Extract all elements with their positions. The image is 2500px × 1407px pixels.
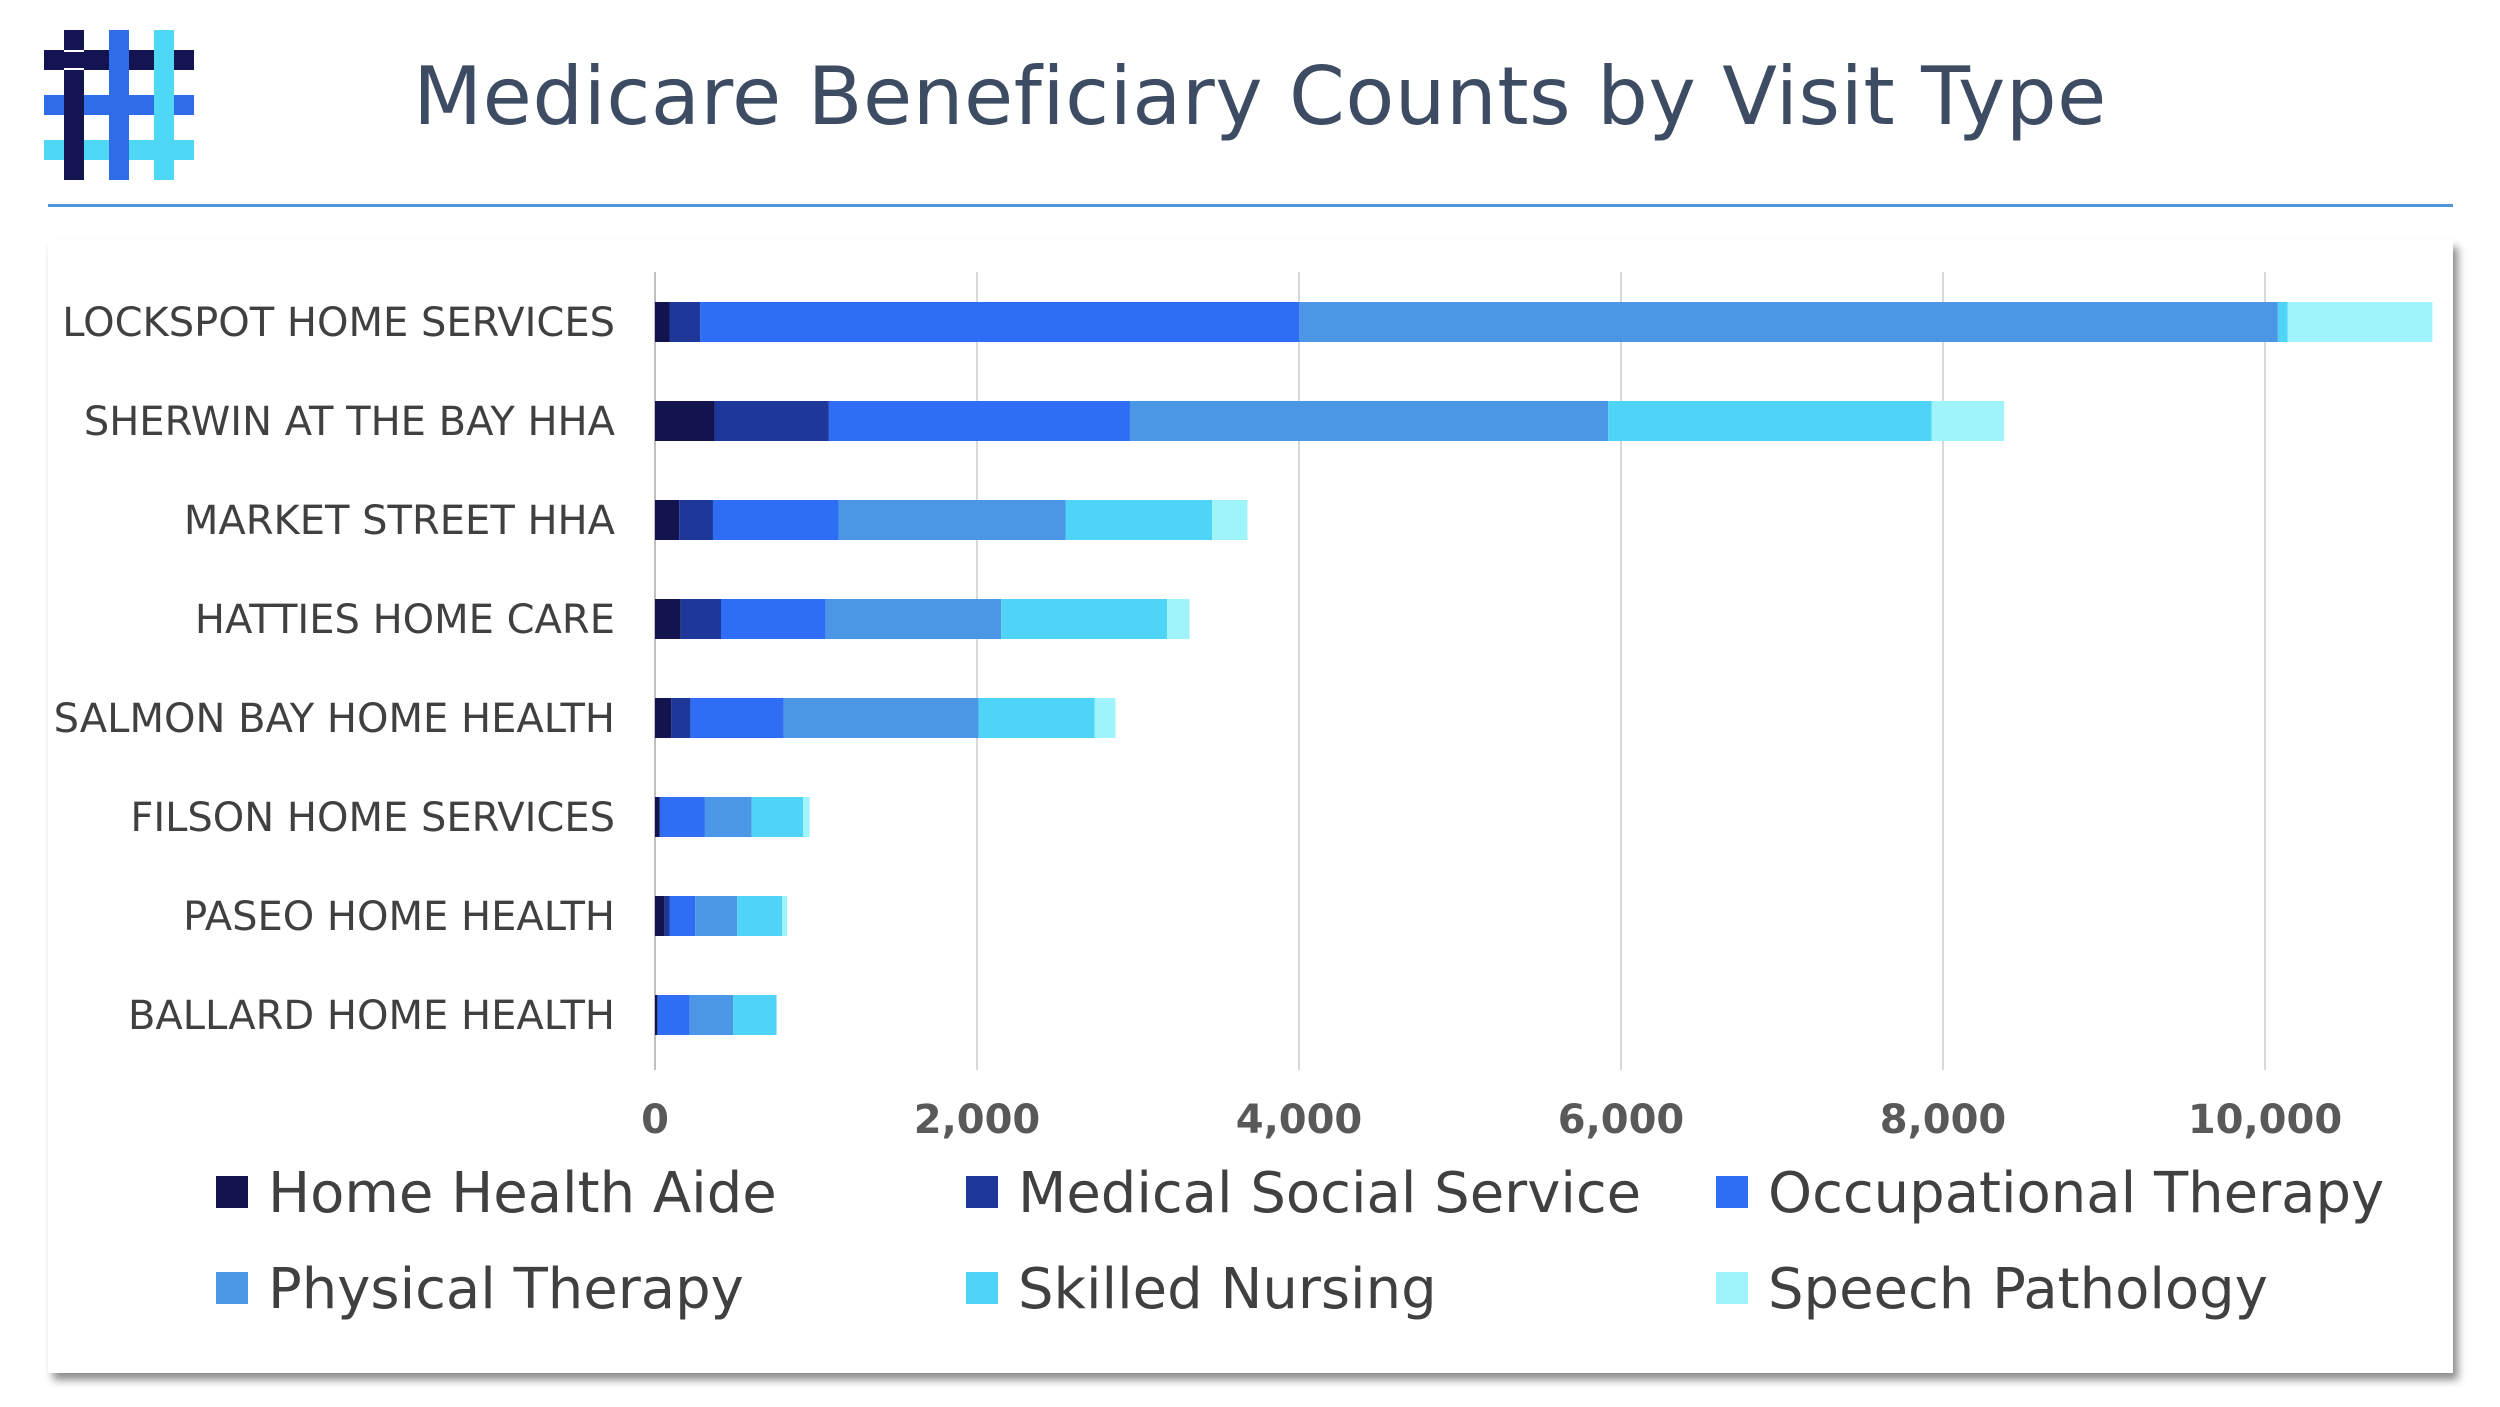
bar-medical-social-service-lockspot-home-services [669,302,701,342]
category-label: PASEO HOME HEALTH [183,894,615,940]
bar-physical-therapy-paseo-home-health [695,896,738,936]
category-labels: LOCKSPOT HOME SERVICES SHERWIN AT THE BAY… [54,300,616,1039]
bar-medical-social-service-salmon-bay-home-health [671,698,691,738]
legend-swatch-occupational-therapy [1716,1176,1748,1208]
bar-speech-pathology-hatties-home-care [1166,599,1190,639]
legend-label-skilled-nursing: Skilled Nursing [1018,1257,1437,1322]
category-label: LOCKSPOT HOME SERVICES [62,300,615,346]
legend-swatch-speech-pathology [1716,1272,1748,1304]
category-label: SALMON BAY HOME HEALTH [54,696,615,742]
bar-medical-social-service-hatties-home-care [680,599,722,639]
legend-label-home-health-aide: Home Health Aide [268,1161,777,1226]
bar-physical-therapy-lockspot-home-services [1299,302,2278,342]
bar-home-health-aide-salmon-bay-home-health [655,698,672,738]
bar-home-health-aide-hatties-home-care [655,599,681,639]
bar-skilled-nursing-salmon-bay-home-health [978,698,1095,738]
legend-label-speech-pathology: Speech Pathology [1768,1257,2268,1322]
bar-occupational-therapy-filson-home-services [659,797,705,837]
bar-skilled-nursing-market-street-hha [1065,500,1213,540]
title-divider [48,204,2453,207]
bar-skilled-nursing-lockspot-home-services [2277,302,2288,342]
legend-label-occupational-therapy: Occupational Therapy [1768,1161,2384,1226]
bar-speech-pathology-sherwin-at-the-bay-hha [1931,401,2005,441]
bar-occupational-therapy-salmon-bay-home-health [690,698,784,738]
x-tick-label: 0 [641,1097,669,1143]
category-label: FILSON HOME SERVICES [130,795,615,841]
category-label: BALLARD HOME HEALTH [128,993,615,1039]
legend-swatch-home-health-aide [216,1176,248,1208]
x-axis-tick-labels: 0 2,000 4,000 6,000 8,000 10,000 [641,1097,2342,1143]
bar-home-health-aide-ballard-home-health [655,995,658,1035]
bar-physical-therapy-filson-home-services [704,797,752,837]
x-tick-label: 6,000 [1558,1097,1685,1143]
bar-home-health-aide-lockspot-home-services [655,302,670,342]
legend-swatch-skilled-nursing [966,1272,998,1304]
legend-swatch-medical-social-service [966,1176,998,1208]
bar-physical-therapy-market-street-hha [838,500,1066,540]
gridlines [654,272,2266,1070]
bar-speech-pathology-filson-home-services [803,797,810,837]
legend: Home Health Aide Medical Social Service Oc… [216,1161,2384,1322]
bar-home-health-aide-market-street-hha [655,500,680,540]
legend-swatch-physical-therapy [216,1272,248,1304]
page-title: Medicare Beneficiary Counts by Visit Typ… [413,50,2107,143]
chart-card: LOCKSPOT HOME SERVICES SHERWIN AT THE BAY… [48,240,2453,1373]
bar-physical-therapy-hatties-home-care [825,599,1002,639]
bar-home-health-aide-paseo-home-health [655,896,665,936]
category-label: HATTIES HOME CARE [195,597,615,643]
bar-medical-social-service-sherwin-at-the-bay-hha [714,401,829,441]
bar-skilled-nursing-ballard-home-health [733,995,777,1035]
bar-home-health-aide-filson-home-services [655,797,660,837]
bar-occupational-therapy-paseo-home-health [669,896,696,936]
bar-skilled-nursing-filson-home-services [751,797,804,837]
bar-speech-pathology-paseo-home-health [782,896,788,936]
bar-physical-therapy-sherwin-at-the-bay-hha [1129,401,1609,441]
x-tick-label: 8,000 [1880,1097,2007,1143]
x-tick-label: 10,000 [2188,1097,2342,1143]
logo-icon [44,30,194,180]
category-label: MARKET STREET HHA [184,498,616,544]
bar-home-health-aide-sherwin-at-the-bay-hha [655,401,715,441]
bar-occupational-therapy-sherwin-at-the-bay-hha [828,401,1130,441]
legend-label-physical-therapy: Physical Therapy [268,1257,744,1322]
bar-series-group [655,302,2433,1035]
x-tick-label: 4,000 [1236,1097,1363,1143]
bar-occupational-therapy-market-street-hha [712,500,839,540]
bar-medical-social-service-paseo-home-health [664,896,670,936]
bar-skilled-nursing-sherwin-at-the-bay-hha [1608,401,1932,441]
bar-occupational-therapy-ballard-home-health [657,995,690,1035]
bar-skilled-nursing-hatties-home-care [1001,599,1167,639]
bar-speech-pathology-market-street-hha [1212,500,1248,540]
x-tick-label: 2,000 [914,1097,1041,1143]
legend-label-medical-social-service: Medical Social Service [1018,1161,1641,1226]
bar-physical-therapy-ballard-home-health [689,995,734,1035]
bar-occupational-therapy-lockspot-home-services [700,302,1299,342]
bar-skilled-nursing-paseo-home-health [737,896,783,936]
bar-speech-pathology-salmon-bay-home-health [1094,698,1116,738]
bar-speech-pathology-lockspot-home-services [2287,302,2433,342]
bar-occupational-therapy-hatties-home-care [721,599,826,639]
bar-medical-social-service-market-street-hha [679,500,713,540]
category-label: SHERWIN AT THE BAY HHA [84,399,616,445]
stacked-bar-chart: LOCKSPOT HOME SERVICES SHERWIN AT THE BAY… [54,272,2433,1322]
bar-physical-therapy-salmon-bay-home-health [783,698,979,738]
